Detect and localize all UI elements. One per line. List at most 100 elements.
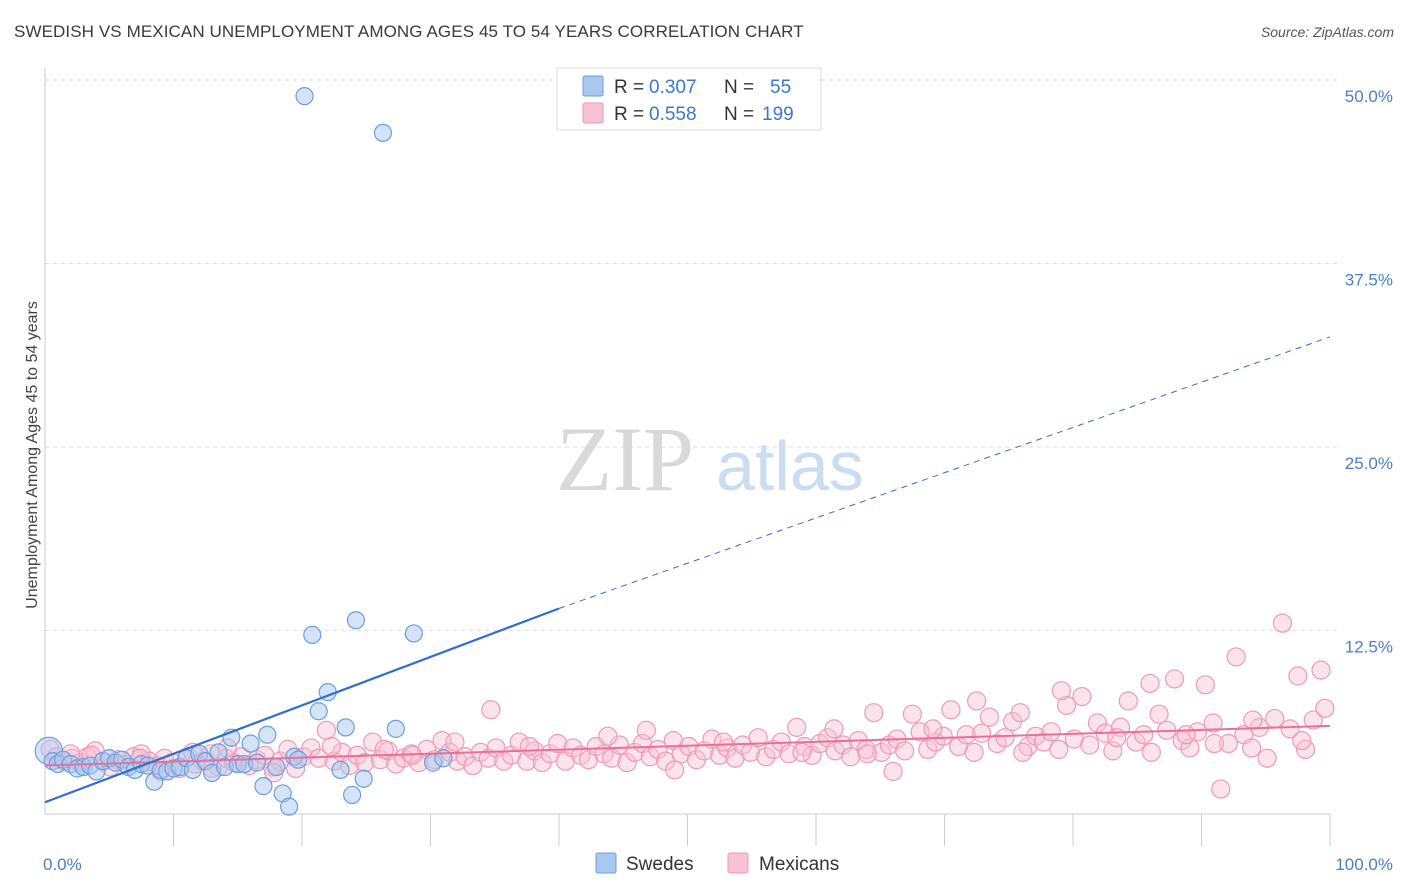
swedes-points bbox=[34, 87, 453, 816]
mexicans-point bbox=[316, 720, 337, 740]
mexicans-point bbox=[617, 753, 637, 773]
mexicans-point bbox=[694, 741, 714, 761]
mexicans-point bbox=[748, 728, 768, 748]
mexicans-point bbox=[478, 748, 498, 768]
mexicans-point bbox=[972, 723, 992, 743]
swedes-point bbox=[386, 719, 405, 738]
chart-title: SWEDISH VS MEXICAN UNEMPLOYMENT AMONG AG… bbox=[14, 22, 804, 41]
mexicans-point bbox=[923, 719, 943, 739]
series-legend: Swedes Mexicans bbox=[595, 852, 839, 875]
mexicans-point bbox=[895, 741, 915, 761]
mexicans-point bbox=[548, 733, 568, 754]
swedes-point bbox=[303, 625, 322, 645]
swedes-point bbox=[354, 769, 373, 788]
legend-r-value-swedes: 0.307 bbox=[649, 77, 697, 98]
swedes-trendline-extension bbox=[558, 336, 1331, 609]
x-tick-label: 100.0% bbox=[1335, 855, 1393, 874]
mexicans-point bbox=[824, 719, 844, 739]
mexicans-point bbox=[1265, 708, 1285, 729]
mexicans-point bbox=[1164, 669, 1185, 689]
mexicans-point bbox=[1072, 686, 1092, 707]
mexicans-point bbox=[1303, 710, 1323, 730]
mexicans-point bbox=[1288, 666, 1308, 686]
mexicans-trendline bbox=[44, 724, 1331, 767]
swedes-point bbox=[280, 797, 299, 816]
mexicans-point bbox=[1243, 710, 1263, 730]
mexicans-point bbox=[964, 742, 984, 762]
tick-layer: 12.5% 25.0% 37.5% 50.0% 0.0% 100.0% bbox=[43, 87, 1393, 874]
mexicans-point bbox=[1211, 779, 1231, 799]
mexicans-point bbox=[987, 733, 1007, 754]
source-credit: Source: ZipAtlas.com bbox=[1260, 24, 1394, 40]
mexicans-point bbox=[792, 742, 812, 762]
swedes-point bbox=[289, 750, 308, 769]
axis-layer bbox=[44, 68, 1331, 846]
mexicans-point bbox=[374, 739, 394, 760]
mexicans-point bbox=[713, 732, 734, 752]
mexicans-point bbox=[756, 747, 776, 767]
mexicans-point bbox=[1195, 675, 1215, 695]
mexicans-point bbox=[1051, 681, 1072, 701]
mexicans-point bbox=[1280, 719, 1300, 739]
mexicans-point bbox=[902, 704, 922, 724]
mexicans-point bbox=[1176, 725, 1196, 745]
swedes-point bbox=[254, 777, 273, 796]
mexicans-point bbox=[702, 729, 722, 749]
mexicans-point bbox=[1087, 713, 1108, 733]
mexicans-point bbox=[864, 703, 884, 723]
swedes-point bbox=[331, 760, 350, 780]
mexicans-point bbox=[598, 726, 618, 746]
stats-legend: R = 0.307 N = 55 R = 0.558 N = 199 bbox=[556, 67, 822, 131]
mexicans-point bbox=[1311, 660, 1331, 680]
swedes-point bbox=[309, 702, 328, 721]
watermark: ZIP atlas bbox=[556, 408, 864, 510]
mexicans-point bbox=[956, 725, 976, 745]
mexicans-point bbox=[1315, 698, 1335, 718]
mexicans-point bbox=[857, 744, 878, 764]
mexicans-point bbox=[883, 761, 903, 782]
x-tick-label: 0.0% bbox=[43, 855, 82, 874]
mexicans-point bbox=[1140, 673, 1160, 693]
legend-r-label-swedes: R = bbox=[614, 77, 644, 98]
mexicans-point bbox=[1149, 704, 1169, 724]
mexicans-point bbox=[636, 720, 656, 740]
mexicans-point bbox=[918, 739, 938, 760]
mexicans-point bbox=[763, 739, 784, 760]
mexicans-point bbox=[1242, 738, 1262, 758]
y-tick-label: 12.5% bbox=[1345, 638, 1393, 657]
mexicans-point bbox=[1226, 647, 1246, 667]
swedes-point bbox=[343, 785, 362, 805]
mexicans-point bbox=[321, 736, 342, 757]
mexicans-point bbox=[1257, 748, 1277, 768]
mexicans-point bbox=[810, 733, 830, 754]
swedes-point bbox=[373, 123, 393, 142]
mexicans-point bbox=[941, 700, 961, 720]
swedes-point bbox=[258, 725, 277, 744]
legend-swatch-swedes bbox=[582, 75, 604, 97]
mexicans-point bbox=[519, 736, 540, 757]
y-tick-label: 25.0% bbox=[1345, 454, 1393, 473]
legend-r-label-mexicans: R = bbox=[614, 104, 644, 125]
mexicans-point bbox=[933, 726, 953, 746]
mexicans-point bbox=[1218, 733, 1239, 754]
series-legend-swatch-swedes bbox=[595, 852, 617, 874]
swedes-point bbox=[404, 624, 423, 643]
mexicans-point bbox=[1134, 725, 1154, 745]
mexicans-point bbox=[1188, 722, 1208, 742]
mexicans-point bbox=[1049, 739, 1069, 760]
series-legend-swatch-mexicans bbox=[727, 852, 749, 874]
swedes-trendline bbox=[44, 607, 560, 804]
mexicans-point bbox=[841, 747, 861, 767]
legend-n-label-swedes: N = bbox=[724, 77, 754, 98]
mexicans-point bbox=[1272, 613, 1293, 633]
mexicans-point bbox=[1056, 695, 1077, 715]
mexicans-point bbox=[363, 732, 383, 752]
mexicans-point bbox=[1033, 732, 1054, 752]
mexicans-point bbox=[1010, 703, 1030, 723]
grid-layer bbox=[45, 79, 1340, 631]
y-tick-label: 37.5% bbox=[1345, 271, 1393, 290]
mexicans-point bbox=[1292, 730, 1312, 751]
legend-n-value-swedes: 55 bbox=[770, 77, 791, 98]
swedes-point bbox=[346, 611, 366, 630]
